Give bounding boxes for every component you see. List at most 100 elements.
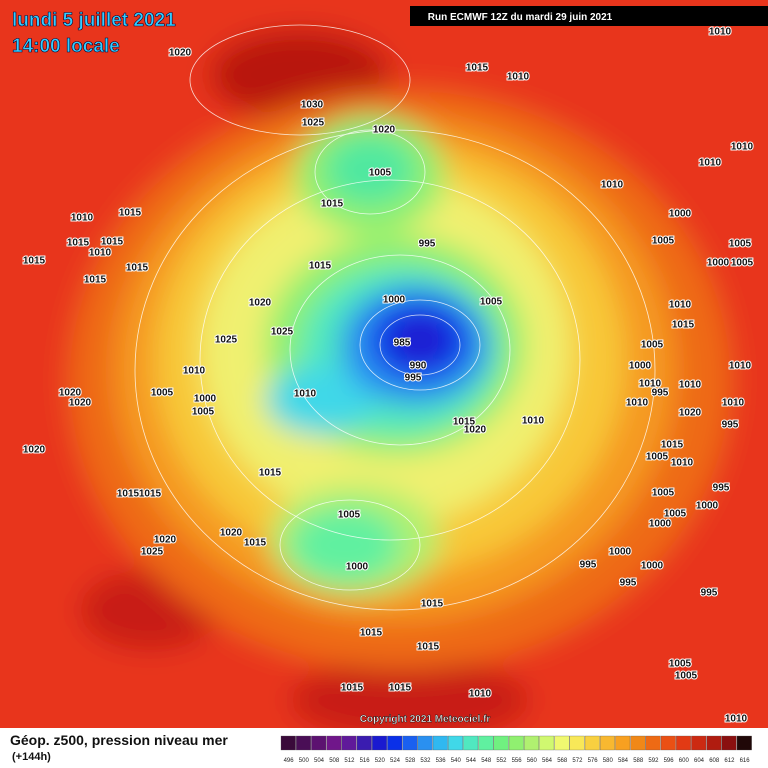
scale-swatch bbox=[554, 735, 570, 751]
scale-swatch bbox=[645, 735, 661, 751]
isobar-label: 1020 bbox=[373, 125, 396, 136]
scale-swatch bbox=[280, 735, 296, 751]
scale-label: 608 bbox=[709, 758, 720, 764]
isobar-label: 1005 bbox=[646, 452, 669, 463]
isobar-label: 1000 bbox=[346, 562, 369, 573]
scale-swatch bbox=[478, 735, 494, 751]
isobar-label: 1015 bbox=[126, 263, 149, 274]
isobar-label: 995 bbox=[652, 388, 669, 399]
isobar-label: 985 bbox=[394, 338, 411, 349]
isobar-label: 1005 bbox=[480, 297, 503, 308]
isobar-label: 1010 bbox=[522, 416, 545, 427]
isobar-label: 1015 bbox=[453, 417, 476, 428]
isobar-label: 1010 bbox=[469, 689, 492, 700]
scale-swatch bbox=[402, 735, 418, 751]
isobar-label: 1010 bbox=[709, 27, 732, 38]
footer-lead: (+144h) bbox=[12, 751, 51, 763]
color-scale: 496 500 504 508 512 516 520 524 528 532 536 540 544 5… bbox=[280, 735, 752, 764]
isobar-label: 1005 bbox=[641, 340, 664, 351]
scale-label: 612 bbox=[724, 758, 735, 764]
isobar-label: 1025 bbox=[141, 547, 164, 558]
isobar-label: 1015 bbox=[309, 261, 332, 272]
isobar-label: 1005 bbox=[151, 388, 174, 399]
isobar-label: 1000 bbox=[629, 361, 652, 372]
scale-swatch bbox=[417, 735, 433, 751]
scale-swatch bbox=[736, 735, 752, 751]
isobar-label: 1005 bbox=[652, 236, 675, 247]
scale-label: 564 bbox=[542, 758, 553, 764]
scale-swatch bbox=[356, 735, 372, 751]
isobar-label: 1030 bbox=[301, 100, 324, 111]
isobar-label: 995 bbox=[405, 373, 422, 384]
scale-swatch bbox=[508, 735, 524, 751]
scale-label: 532 bbox=[420, 758, 431, 764]
scale-label: 536 bbox=[436, 758, 447, 764]
isobar-label: 1020 bbox=[249, 298, 272, 309]
isobar-label: 995 bbox=[701, 588, 718, 599]
isobar-label: 1005 bbox=[192, 407, 215, 418]
isobar-label: 1010 bbox=[639, 379, 662, 390]
time: 14:00 locale bbox=[12, 36, 120, 57]
isobar-label: 995 bbox=[580, 560, 597, 571]
isobar-labels: 1020101510101010103010251020100510151010… bbox=[22, 26, 755, 726]
scale-swatch bbox=[569, 735, 585, 751]
scale-swatch bbox=[630, 735, 646, 751]
isobar-label: 1005 bbox=[664, 509, 687, 520]
scale-label: 604 bbox=[694, 758, 705, 764]
isobar-label: 1015 bbox=[139, 489, 162, 500]
scale-label: 512 bbox=[344, 758, 355, 764]
scale-swatch bbox=[432, 735, 448, 751]
isobar-label: 1010 bbox=[725, 714, 748, 725]
scale-label: 572 bbox=[572, 758, 583, 764]
isobar-label: 1015 bbox=[466, 63, 489, 74]
isobar-label: 1010 bbox=[731, 142, 754, 153]
isobar-label: 995 bbox=[722, 420, 739, 431]
scale-swatch bbox=[387, 735, 403, 751]
scale-label: 504 bbox=[314, 758, 325, 764]
isobar-label: 1000 bbox=[649, 519, 672, 530]
isobar-label: 1000 bbox=[669, 209, 692, 220]
isobar-label: 1025 bbox=[302, 118, 325, 129]
isobar-label: 1010 bbox=[601, 180, 624, 191]
isobar-label: 1020 bbox=[169, 48, 192, 59]
isobar-label: 1010 bbox=[294, 389, 317, 400]
isobar-label: 1020 bbox=[59, 388, 82, 399]
isobar-label: 1015 bbox=[417, 642, 440, 653]
scale-label: 520 bbox=[375, 758, 386, 764]
isobar-label: 1015 bbox=[672, 320, 695, 331]
isobar-label: 1015 bbox=[101, 237, 124, 248]
scale-label: 576 bbox=[588, 758, 599, 764]
isobar-label: 1020 bbox=[220, 528, 243, 539]
isobar-label: 990 bbox=[410, 361, 427, 372]
run-box bbox=[410, 6, 768, 26]
isobar-label: 1015 bbox=[244, 538, 267, 549]
scale-label: 600 bbox=[679, 758, 690, 764]
isobar-label: 1025 bbox=[215, 335, 238, 346]
isobar-label: 1020 bbox=[464, 425, 487, 436]
isobar-label: 1000 bbox=[707, 258, 730, 269]
scale-swatch bbox=[524, 735, 539, 751]
date: lundi 5 juillet 2021 bbox=[12, 10, 176, 31]
scale-label: 544 bbox=[466, 758, 477, 764]
scale-swatch bbox=[660, 735, 676, 751]
isobar-label: 1015 bbox=[321, 199, 344, 210]
isobar-label: 1010 bbox=[507, 72, 530, 83]
scale-label: 616 bbox=[740, 758, 751, 764]
isobar-label: 1015 bbox=[117, 489, 140, 500]
scale-label: 560 bbox=[527, 758, 538, 764]
scale-swatch bbox=[463, 735, 479, 751]
isobar-label: 1015 bbox=[119, 208, 142, 219]
scale-swatch bbox=[296, 735, 311, 751]
isobar-label: 1005 bbox=[652, 488, 675, 499]
copyright: Copyright 2021 Meteociel.fr bbox=[360, 714, 491, 725]
isobar-label: 1010 bbox=[183, 366, 206, 377]
isobar-label: 1020 bbox=[23, 445, 46, 456]
scale-label: 584 bbox=[618, 758, 629, 764]
isobar-label: 1010 bbox=[89, 248, 112, 259]
scale-label: 524 bbox=[390, 758, 401, 764]
scale-swatch bbox=[311, 735, 327, 751]
isobar-label: 1005 bbox=[675, 671, 698, 682]
isobar-label: 1005 bbox=[369, 168, 392, 179]
